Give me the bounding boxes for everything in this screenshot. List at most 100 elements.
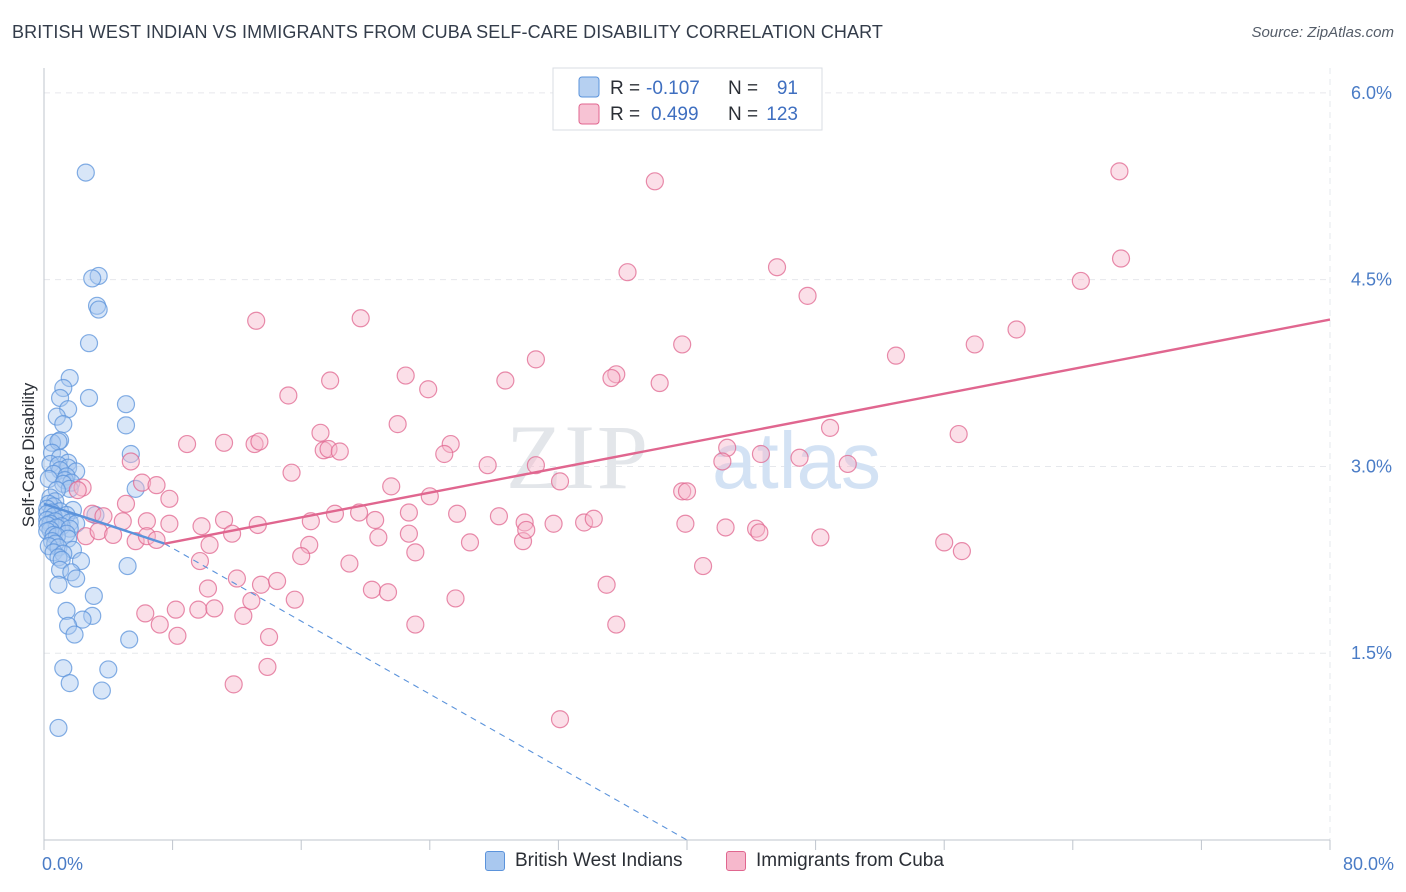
- point-0-5: [79, 334, 99, 353]
- point-0-79: [84, 586, 103, 606]
- point-0-2: [83, 269, 102, 288]
- point-1-65: [489, 507, 509, 526]
- point-1-37: [790, 448, 809, 467]
- point-1-83: [222, 524, 242, 543]
- point-0-85: [120, 630, 139, 649]
- point-1-19: [419, 380, 438, 399]
- series-1-points: [68, 162, 1131, 729]
- trend-line-1: [164, 318, 1331, 545]
- watermark-zip: ZIP: [506, 406, 650, 508]
- point-1-104: [597, 575, 616, 594]
- point-1-49: [116, 494, 136, 513]
- legend-label-immigrants-from-cuba: Immigrants from Cuba: [756, 850, 944, 871]
- y-tick-label-0: 1.5%: [1351, 643, 1392, 663]
- y-tick-label-1: 3.0%: [1351, 456, 1392, 476]
- point-1-14: [496, 371, 515, 390]
- point-1-98: [292, 547, 311, 566]
- trend-lines: [43, 318, 1331, 841]
- legend-r-label-2: R =: [610, 104, 640, 125]
- watermark: ZIP atlas: [506, 406, 881, 508]
- point-1-87: [369, 528, 388, 547]
- point-1-56: [160, 514, 179, 533]
- point-1-40: [526, 456, 545, 475]
- point-1-9: [1007, 320, 1026, 339]
- point-1-97: [285, 590, 304, 609]
- point-1-4: [618, 263, 637, 282]
- point-1-60: [325, 504, 345, 523]
- point-1-34: [435, 444, 454, 464]
- point-1-55: [137, 512, 156, 531]
- point-0-88: [60, 674, 79, 693]
- legend-r-label-1: R =: [610, 78, 640, 99]
- chart-title: BRITISH WEST INDIAN VS IMMIGRANTS FROM C…: [12, 22, 883, 42]
- point-0-17: [49, 432, 68, 451]
- legend-item-immigrants-from-cuba: Immigrants from Cuba: [726, 850, 944, 872]
- point-0-19: [121, 444, 140, 464]
- point-1-64: [448, 504, 467, 523]
- point-1-102: [406, 615, 425, 634]
- y-tick-labels: 1.5% 3.0% 4.5% 6.0%: [1351, 83, 1392, 663]
- point-1-88: [399, 524, 419, 543]
- point-1-50: [73, 478, 92, 497]
- point-1-61: [366, 510, 385, 530]
- point-1-110: [166, 600, 185, 619]
- point-0-80: [57, 601, 76, 620]
- legend-r-value-1: -0.107: [646, 78, 700, 99]
- point-1-114: [234, 606, 253, 625]
- point-1-115: [242, 591, 261, 611]
- point-1-108: [150, 615, 169, 634]
- point-0-78: [49, 575, 68, 594]
- point-1-99: [340, 554, 359, 573]
- trend-line-extension-0: [164, 543, 688, 841]
- legend-r-value-2: 0.499: [651, 104, 699, 125]
- point-1-5: [767, 258, 787, 277]
- legend-n-value-1: 91: [777, 78, 798, 99]
- point-1-68: [575, 513, 594, 532]
- point-1-38: [838, 454, 857, 474]
- point-1-58: [214, 510, 234, 530]
- y-tick-label-3: 6.0%: [1351, 83, 1392, 103]
- point-1-118: [224, 675, 243, 694]
- point-1-120: [750, 523, 769, 542]
- point-1-70: [676, 514, 695, 533]
- point-1-12: [886, 346, 906, 365]
- point-1-35: [718, 438, 737, 457]
- point-1-66: [515, 513, 534, 532]
- point-0-7: [54, 378, 73, 398]
- point-1-33: [441, 434, 460, 454]
- point-1-82: [200, 535, 219, 554]
- point-1-112: [198, 579, 218, 598]
- point-1-25: [388, 415, 407, 434]
- point-1-75: [952, 542, 971, 561]
- point-1-11: [673, 335, 692, 354]
- x-tick-labels: 0.0% 80.0%: [42, 854, 1394, 874]
- point-1-62: [399, 503, 419, 522]
- point-1-45: [121, 452, 140, 471]
- point-1-95: [251, 575, 271, 594]
- point-1-29: [250, 432, 269, 451]
- point-1-7: [247, 311, 266, 330]
- point-0-16: [42, 433, 62, 452]
- point-0-11: [116, 395, 136, 414]
- point-1-92: [517, 520, 536, 540]
- point-1-20: [279, 386, 298, 405]
- point-1-119: [550, 710, 570, 729]
- point-0-6: [60, 368, 79, 388]
- point-1-17: [602, 368, 621, 388]
- point-1-93: [190, 551, 210, 571]
- series-points: [38, 162, 1131, 738]
- axes: [43, 68, 1331, 850]
- point-1-43: [382, 477, 401, 496]
- point-1-113: [205, 599, 224, 618]
- point-1-121: [677, 482, 697, 501]
- point-1-32: [330, 442, 349, 461]
- point-0-13: [54, 415, 73, 434]
- point-1-39: [478, 456, 497, 475]
- point-1-42: [550, 472, 570, 491]
- point-1-3: [1071, 271, 1090, 291]
- point-1-47: [147, 476, 166, 495]
- point-1-89: [406, 543, 425, 562]
- point-1-117: [258, 657, 277, 677]
- point-0-0: [76, 163, 95, 182]
- point-1-100: [362, 580, 382, 599]
